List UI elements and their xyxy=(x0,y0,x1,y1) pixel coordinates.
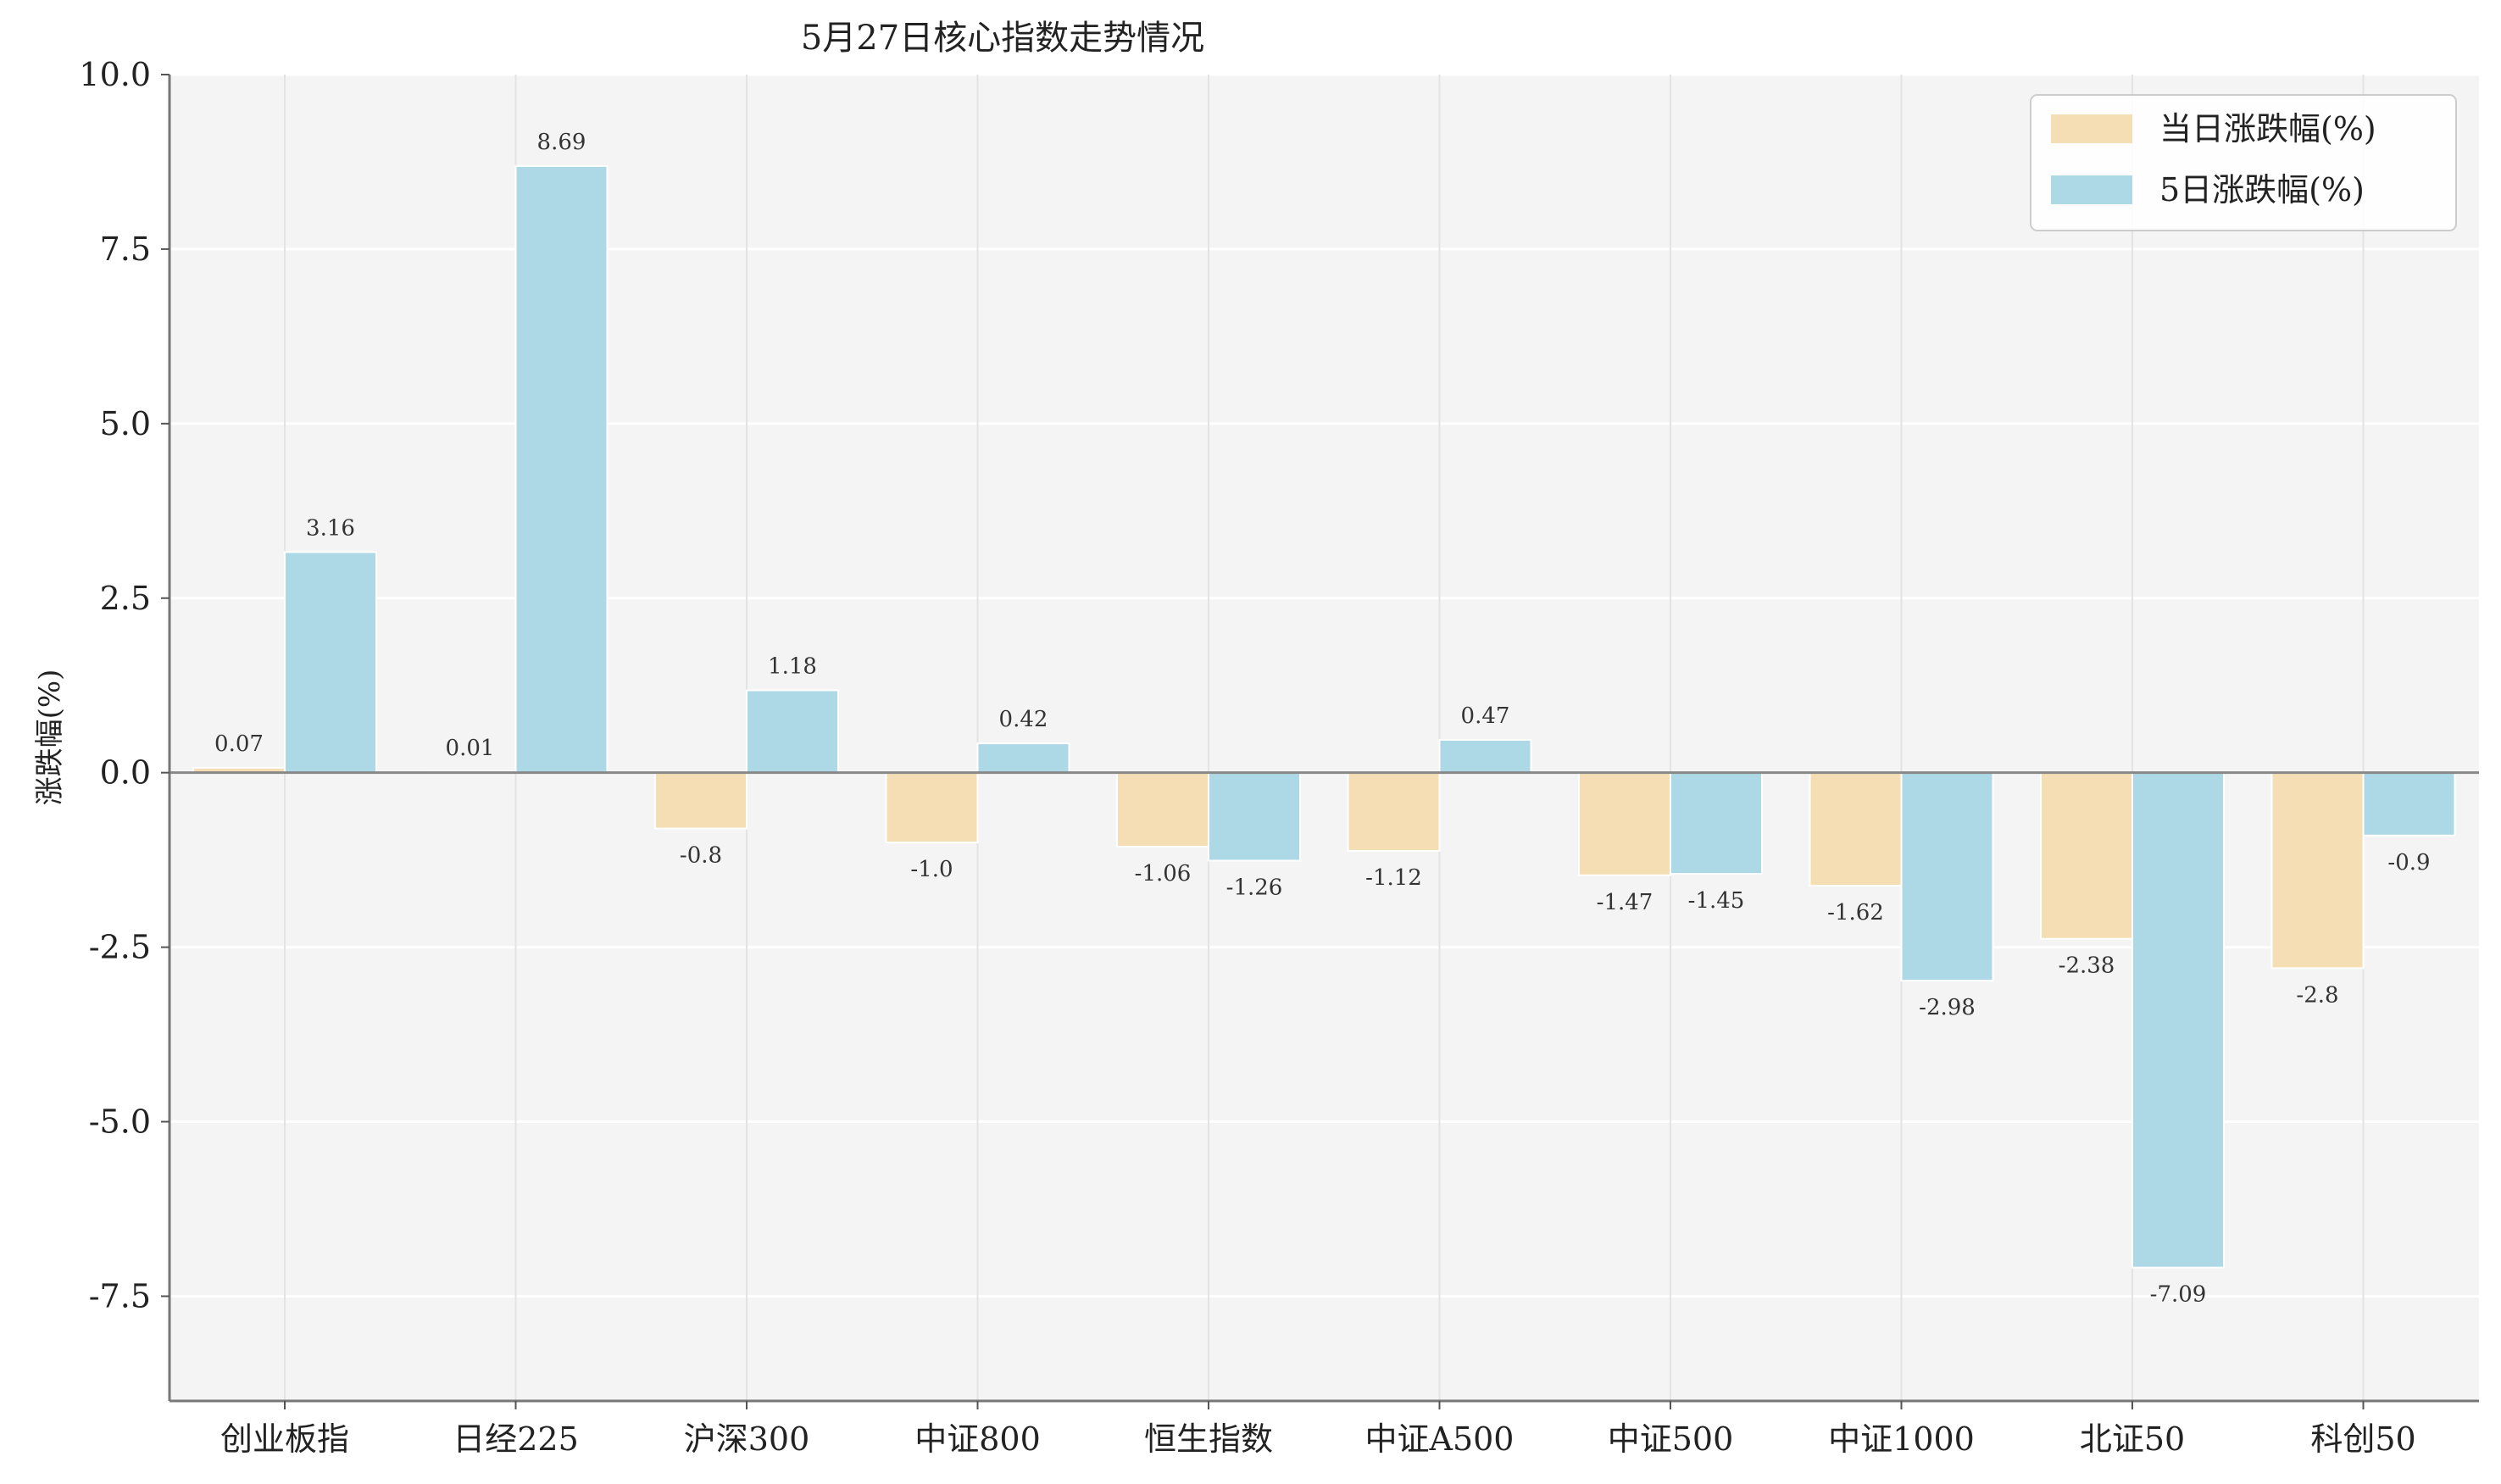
y-tick-label: -2.5 xyxy=(89,929,151,966)
chart-title: 5月27日核心指数走势情况 xyxy=(801,19,1204,58)
data-label: 3.16 xyxy=(306,515,355,541)
x-tick-label: 恒生指数 xyxy=(1144,1420,1273,1458)
bar-five-day xyxy=(1670,771,1763,875)
legend-swatch xyxy=(2051,114,2132,143)
bar-daily xyxy=(654,771,748,830)
bar-daily xyxy=(1578,771,1671,876)
bar-five-day xyxy=(1208,771,1301,862)
x-tick-label: 中证500 xyxy=(1608,1420,1734,1458)
bars xyxy=(192,164,2456,1269)
x-tick-label: 沪深300 xyxy=(684,1420,810,1458)
data-label: -1.0 xyxy=(910,857,953,882)
bar-daily xyxy=(2040,771,2133,940)
y-tick-label: -7.5 xyxy=(89,1277,151,1314)
bar-daily xyxy=(2270,771,2365,970)
data-label: -1.12 xyxy=(1365,865,1422,891)
legend: 当日涨跌幅(%) 5日涨跌幅(%) xyxy=(2030,94,2457,231)
axes: 10.0 7.5 5.0 2.5 0.0 -2.5 -5.0 -7.5 创业板指 日经225 沪深3… xyxy=(79,56,2479,1458)
bar-five-day xyxy=(284,551,377,774)
bar-five-day xyxy=(2131,771,2225,1269)
x-tick-label: 创业板指 xyxy=(220,1420,349,1458)
bar-five-day xyxy=(976,742,1070,774)
data-label: 0.01 xyxy=(446,736,495,761)
legend-swatch xyxy=(2051,175,2132,204)
bar-five-day xyxy=(1900,771,1994,982)
bar-daily xyxy=(1809,771,1903,887)
data-label: 0.42 xyxy=(999,707,1048,732)
data-label: -0.8 xyxy=(680,843,722,869)
x-tick-label: 中证A500 xyxy=(1365,1420,1514,1458)
y-tick-label: -5.0 xyxy=(89,1103,151,1141)
bar-daily xyxy=(885,771,979,844)
legend-box xyxy=(2030,94,2457,231)
data-label: -0.9 xyxy=(2387,850,2430,875)
legend-label: 5日涨跌幅(%) xyxy=(2159,171,2365,208)
data-label: 0.47 xyxy=(1461,703,1510,729)
data-label: 0.07 xyxy=(214,731,264,757)
data-label: -1.45 xyxy=(1688,888,1745,914)
bar-five-day xyxy=(2362,771,2456,836)
data-label: -2.98 xyxy=(1919,995,1976,1020)
data-label: -2.8 xyxy=(2296,982,2338,1008)
bar-daily xyxy=(1347,771,1441,852)
bar-daily xyxy=(1116,771,1209,848)
y-axis-label: 涨跌幅(%) xyxy=(33,670,67,806)
data-label: 8.69 xyxy=(537,130,586,155)
x-tick-label: 科创50 xyxy=(2310,1420,2415,1458)
bar-five-day xyxy=(746,689,839,774)
data-label: -1.26 xyxy=(1226,875,1283,900)
data-label: -1.62 xyxy=(1827,900,1884,925)
bar-five-day xyxy=(1438,738,1532,774)
x-tick-label: 中证800 xyxy=(914,1420,1041,1458)
x-tick-label: 北证50 xyxy=(2080,1420,2185,1458)
data-label: -2.38 xyxy=(2059,953,2115,979)
y-tick-label: 10.0 xyxy=(79,56,151,93)
y-tick-label: 7.5 xyxy=(100,231,151,268)
data-labels: 0.07 0.01 -0.8 -1.0 -1.06 -1.12 -1.47 -1.62 -2.3… xyxy=(214,130,2431,1308)
legend-label: 当日涨跌幅(%) xyxy=(2159,110,2376,147)
y-tick-label: 0.0 xyxy=(100,754,151,792)
data-label: -1.06 xyxy=(1135,861,1192,887)
x-tick-label: 中证1000 xyxy=(1828,1420,1975,1458)
data-label: -7.09 xyxy=(2150,1282,2207,1308)
data-label: -1.47 xyxy=(1597,890,1653,915)
data-label: 1.18 xyxy=(768,653,817,679)
y-tick-label: 2.5 xyxy=(100,580,151,617)
x-tick-label: 日经225 xyxy=(453,1420,579,1458)
y-tick-label: 5.0 xyxy=(100,405,151,442)
bar-five-day xyxy=(514,164,609,774)
